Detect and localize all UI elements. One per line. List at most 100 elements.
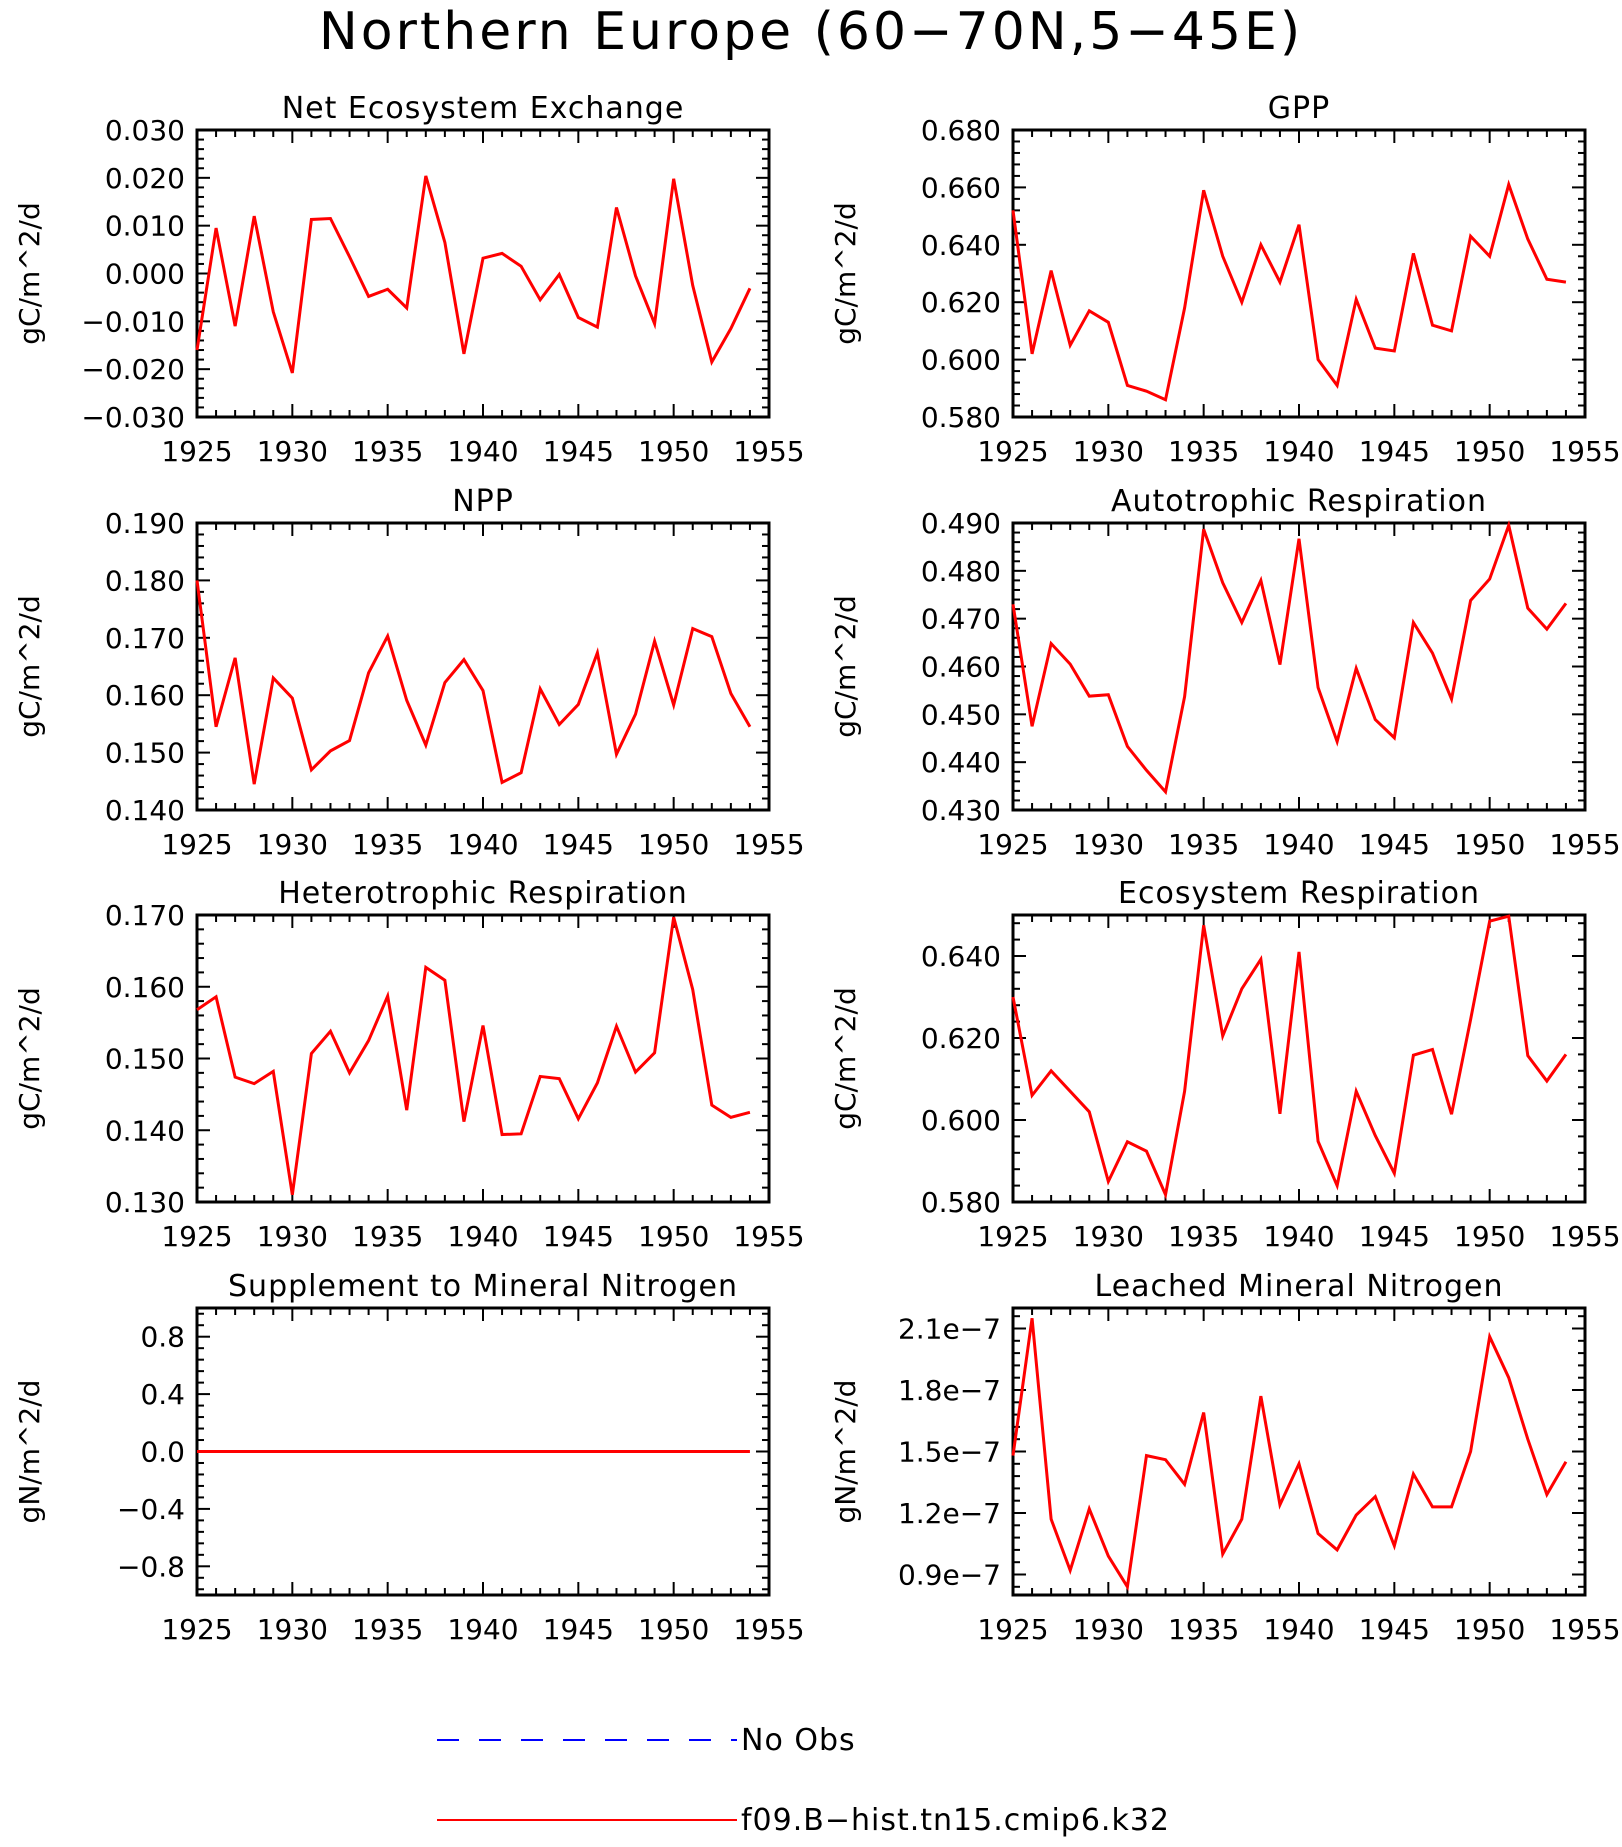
data-point bbox=[1429, 1504, 1435, 1510]
data-point bbox=[652, 1050, 658, 1056]
data-point bbox=[1143, 388, 1149, 394]
data-point bbox=[1239, 299, 1245, 305]
data-point bbox=[442, 977, 448, 983]
data-point bbox=[1029, 1315, 1035, 1321]
data-point bbox=[1220, 253, 1226, 259]
x-tick-label: 1935 bbox=[1168, 1613, 1239, 1646]
data-point bbox=[385, 286, 391, 292]
data-point bbox=[289, 370, 295, 376]
data-point bbox=[1067, 1088, 1073, 1094]
data-point bbox=[728, 1449, 734, 1455]
data-point bbox=[1086, 308, 1092, 314]
data-point bbox=[232, 323, 238, 329]
data-point bbox=[1353, 296, 1359, 302]
data-point bbox=[251, 1081, 257, 1087]
data-point bbox=[213, 1449, 219, 1455]
data-point bbox=[594, 650, 600, 656]
y-tick-label: −0.010 bbox=[81, 305, 185, 338]
data-point bbox=[1544, 1492, 1550, 1498]
data-point bbox=[1315, 685, 1321, 691]
data-point bbox=[308, 1449, 314, 1455]
panel-title: Ecosystem Respiration bbox=[1118, 876, 1480, 911]
data-point bbox=[575, 315, 581, 321]
y-tick-label: 0.140 bbox=[105, 794, 185, 827]
x-tick-label: 1940 bbox=[1263, 828, 1334, 861]
data-point bbox=[1124, 1139, 1130, 1145]
chart-panel: 1925 1930 1935 1940 1945 1950 1955 0.130 0.140 0.… bbox=[13, 876, 805, 1253]
data-point bbox=[709, 1102, 715, 1108]
data-point bbox=[499, 779, 505, 785]
data-point bbox=[442, 680, 448, 686]
data-point bbox=[1067, 342, 1073, 348]
x-tick-label: 1935 bbox=[1168, 828, 1239, 861]
y-axis-label: gC/m^2/d bbox=[829, 595, 862, 738]
data-point bbox=[1220, 1033, 1226, 1039]
data-point bbox=[1029, 1092, 1035, 1098]
x-tick-label: 1930 bbox=[1073, 828, 1144, 861]
data-point bbox=[1525, 236, 1531, 242]
data-point bbox=[1182, 694, 1188, 700]
data-point bbox=[1182, 1481, 1188, 1487]
data-point bbox=[366, 1449, 372, 1455]
data-point bbox=[556, 721, 562, 727]
data-point bbox=[690, 987, 696, 993]
y-tick-label: 0.580 bbox=[921, 401, 1001, 434]
data-point bbox=[1239, 1516, 1245, 1522]
data-point bbox=[709, 634, 715, 640]
data-point bbox=[1143, 1453, 1149, 1459]
data-point bbox=[423, 173, 429, 179]
data-point bbox=[537, 1449, 543, 1455]
data-point bbox=[1086, 1109, 1092, 1115]
data-point bbox=[1067, 1567, 1073, 1573]
data-point bbox=[1182, 305, 1188, 311]
data-point bbox=[1201, 1410, 1207, 1416]
data-point bbox=[1468, 233, 1474, 239]
y-tick-label: 0.440 bbox=[921, 746, 1001, 779]
data-point bbox=[671, 176, 677, 182]
x-tick-label: 1945 bbox=[1359, 828, 1430, 861]
x-tick-label: 1925 bbox=[977, 1220, 1048, 1253]
y-tick-label: 0.0 bbox=[140, 1436, 185, 1469]
data-point bbox=[1105, 319, 1111, 325]
x-tick-label: 1930 bbox=[257, 435, 328, 468]
y-axis-label: gC/m^2/d bbox=[829, 202, 862, 345]
x-tick-label: 1955 bbox=[1549, 1613, 1620, 1646]
data-point bbox=[1143, 767, 1149, 773]
data-point bbox=[1048, 1068, 1054, 1074]
data-point bbox=[461, 657, 467, 663]
x-tick-label: 1935 bbox=[352, 1613, 423, 1646]
data-point bbox=[1182, 1088, 1188, 1094]
data-point bbox=[747, 1109, 753, 1115]
data-point bbox=[613, 1449, 619, 1455]
x-tick-label: 1935 bbox=[352, 435, 423, 468]
x-tick-label: 1950 bbox=[1454, 435, 1525, 468]
data-point bbox=[327, 1449, 333, 1455]
x-tick-label: 1925 bbox=[977, 828, 1048, 861]
data-point bbox=[1410, 1471, 1416, 1477]
data-point bbox=[633, 1069, 639, 1075]
data-point bbox=[747, 1449, 753, 1455]
panel-title: Heterotrophic Respiration bbox=[278, 876, 688, 911]
y-tick-label: 0.150 bbox=[105, 1043, 185, 1076]
data-point bbox=[1048, 641, 1054, 647]
x-tick-label: 1955 bbox=[733, 1220, 804, 1253]
chart-panel: 1925 1930 1935 1940 1945 1950 1955 0.430 0.440 0.… bbox=[829, 484, 1621, 861]
data-point bbox=[1506, 1375, 1512, 1381]
data-point bbox=[251, 213, 257, 219]
y-tick-label: 0.170 bbox=[105, 899, 185, 932]
series-line bbox=[1011, 520, 1568, 796]
data-point bbox=[1277, 279, 1283, 285]
data-point bbox=[308, 1050, 314, 1056]
data-point bbox=[213, 225, 219, 231]
chart-panel: 1925 1930 1935 1940 1945 1950 1955 −0.030 −0.020… bbox=[13, 91, 805, 468]
data-point bbox=[1544, 276, 1550, 282]
data-point bbox=[1353, 1512, 1359, 1518]
data-point bbox=[1163, 789, 1169, 795]
data-point bbox=[1296, 949, 1302, 955]
data-point bbox=[289, 695, 295, 701]
data-point bbox=[1334, 382, 1340, 388]
data-point bbox=[1334, 1547, 1340, 1553]
data-point bbox=[1239, 986, 1245, 992]
data-point bbox=[633, 273, 639, 279]
data-point bbox=[423, 1449, 429, 1455]
